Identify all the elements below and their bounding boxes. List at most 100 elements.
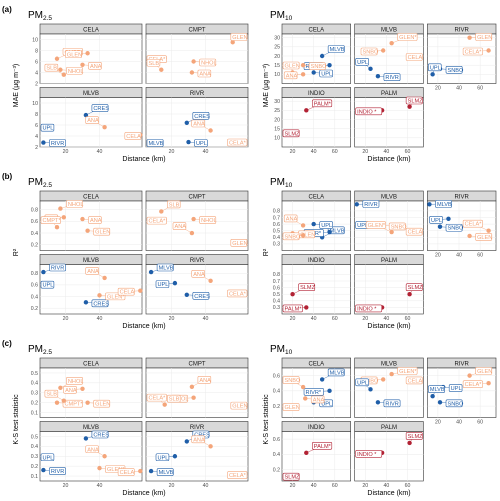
facet-strip-label: CMPT bbox=[189, 27, 206, 33]
y-tick-label: 25 bbox=[274, 108, 280, 114]
point-label-box bbox=[49, 139, 66, 147]
point-label-box bbox=[85, 267, 99, 275]
facet-strip-label: MLVB bbox=[83, 258, 99, 264]
y-tick-label: 20 bbox=[274, 54, 280, 60]
point-label: UPL bbox=[321, 223, 332, 229]
point-label: SLMZ bbox=[285, 131, 301, 137]
point-label: SLMZ bbox=[408, 285, 424, 291]
point-label-box bbox=[230, 238, 248, 247]
point-label: ANA bbox=[65, 388, 77, 394]
point-label-box bbox=[85, 116, 99, 124]
facet-panel: PALM 20 40 60 SLMZ INDIO * bbox=[354, 87, 424, 155]
point-label-box bbox=[227, 471, 248, 479]
point-label: CELA* bbox=[229, 291, 247, 297]
point-label-box bbox=[197, 69, 212, 78]
point-label-box bbox=[49, 263, 66, 272]
panel-area bbox=[354, 97, 424, 148]
point-label-box bbox=[191, 435, 205, 444]
point-label: CELA bbox=[126, 134, 141, 140]
point-label: ANA bbox=[286, 73, 298, 79]
point-label: GLEN* bbox=[399, 35, 417, 41]
point-label: RIVR bbox=[364, 202, 377, 208]
point-label: CELA* bbox=[149, 396, 167, 402]
point-label: RIVR bbox=[51, 266, 64, 272]
point-label: SNBO bbox=[362, 378, 379, 384]
title-subscript: 2.5 bbox=[43, 15, 52, 22]
y-tick-label: 8 bbox=[35, 48, 38, 54]
y-tick-label: 0.6 bbox=[273, 222, 280, 228]
y-tick-label: 15 bbox=[274, 63, 280, 69]
x-tick-label: 40 bbox=[456, 86, 462, 92]
point-label-box bbox=[360, 47, 378, 56]
data-point bbox=[389, 371, 394, 377]
facet-panel: RIVR 20 40 60 GLEN CELA*UPL MLVB SNBO bbox=[427, 357, 497, 426]
y-tick-label: 0.4 bbox=[273, 235, 280, 241]
point-label-box bbox=[227, 138, 248, 147]
point-label-box bbox=[429, 216, 443, 224]
title-text: PM bbox=[270, 344, 285, 355]
point-label: CRES bbox=[93, 433, 109, 439]
y-tick-label: 10 bbox=[32, 37, 38, 43]
y-tick-label: 6 bbox=[35, 59, 38, 65]
x-tick-label: 20 bbox=[362, 316, 368, 322]
point-label: ANA bbox=[193, 437, 205, 443]
data-point bbox=[380, 377, 386, 382]
x-axis-label: Distance (km) bbox=[367, 323, 410, 330]
facet-strip-label: PALM bbox=[381, 425, 397, 431]
point-label-box bbox=[146, 58, 161, 67]
point-label: PALM* bbox=[314, 101, 332, 107]
y-tick-label: 10 bbox=[274, 136, 280, 142]
point-label: ANA bbox=[199, 72, 211, 78]
point-label: RIVR bbox=[385, 401, 398, 407]
facet-panel: CELA 0.2 0.4 0.6 MLVB RIVR* UPL SNBO ANA GLEN bbox=[273, 357, 351, 418]
data-point bbox=[97, 293, 102, 298]
point-label: NHOL bbox=[68, 202, 84, 208]
point-label-box bbox=[40, 123, 55, 132]
point-label: UPL bbox=[357, 60, 368, 66]
point-label: ANA bbox=[175, 224, 187, 230]
point-label: UPL bbox=[43, 455, 54, 461]
facet-strip-label: CMPT bbox=[189, 194, 206, 200]
point-label: PALM* bbox=[285, 306, 303, 312]
y-tick-label: 0.1 bbox=[31, 410, 38, 416]
data-point bbox=[467, 373, 472, 378]
x-tick-label: 60 bbox=[477, 86, 483, 92]
facet-strip-label: RIVR bbox=[190, 258, 205, 264]
panel-area bbox=[281, 264, 351, 315]
point-label: INDIO * bbox=[357, 306, 377, 312]
point-label: INDIO * bbox=[357, 452, 377, 458]
point-label: CMPT* bbox=[65, 402, 84, 408]
y-tick-label: 0.1 bbox=[31, 474, 38, 480]
point-label: UPL bbox=[321, 72, 332, 78]
y-tick-label: 0.2 bbox=[31, 400, 38, 406]
data-point bbox=[407, 104, 412, 109]
point-label: SNBO bbox=[448, 68, 465, 74]
x-tick-label: 60 bbox=[405, 316, 411, 322]
x-axis-label: Distance (km) bbox=[122, 323, 165, 330]
x-tick-label: 60 bbox=[405, 483, 411, 489]
point-label: GLEN bbox=[477, 369, 492, 375]
x-axis-label: Distance (km) bbox=[122, 490, 165, 497]
facet-panel: MLVB 0.2 0.4 0.6 0.8 20 40 RIVR UPL CRES ANA GLEN*C… bbox=[31, 254, 143, 322]
point-label: GLEN* bbox=[368, 223, 386, 229]
y-tick-label: 0.6 bbox=[31, 283, 38, 289]
x-axis-label: Distance (km) bbox=[367, 156, 410, 163]
point-label: CRES bbox=[194, 433, 210, 439]
y-tick-label: 0.8 bbox=[273, 209, 280, 215]
y-tick-label: 0.4 bbox=[31, 294, 38, 300]
point-label: GLEN bbox=[232, 241, 247, 247]
y-tick-label: 0.8 bbox=[273, 272, 280, 278]
facet-panel: RIVR 20 40 CRES MLVB UPL ANA CELA* bbox=[145, 87, 249, 155]
point-label-box bbox=[405, 376, 423, 385]
y-tick-label: 0.4 bbox=[31, 231, 38, 237]
facet-panel: INDIO 0.2 0.4 0.6 20 40 60 PALM* SLMZ bbox=[273, 421, 351, 489]
point-label-box bbox=[156, 263, 174, 272]
point-label-box bbox=[91, 299, 109, 308]
point-label-box bbox=[167, 200, 181, 209]
facet-strip-label: RIVR bbox=[190, 425, 205, 431]
x-tick-label: 40 bbox=[311, 316, 317, 322]
point-label: NHOL bbox=[173, 397, 189, 403]
y-tick-label: 0.7 bbox=[273, 215, 280, 221]
